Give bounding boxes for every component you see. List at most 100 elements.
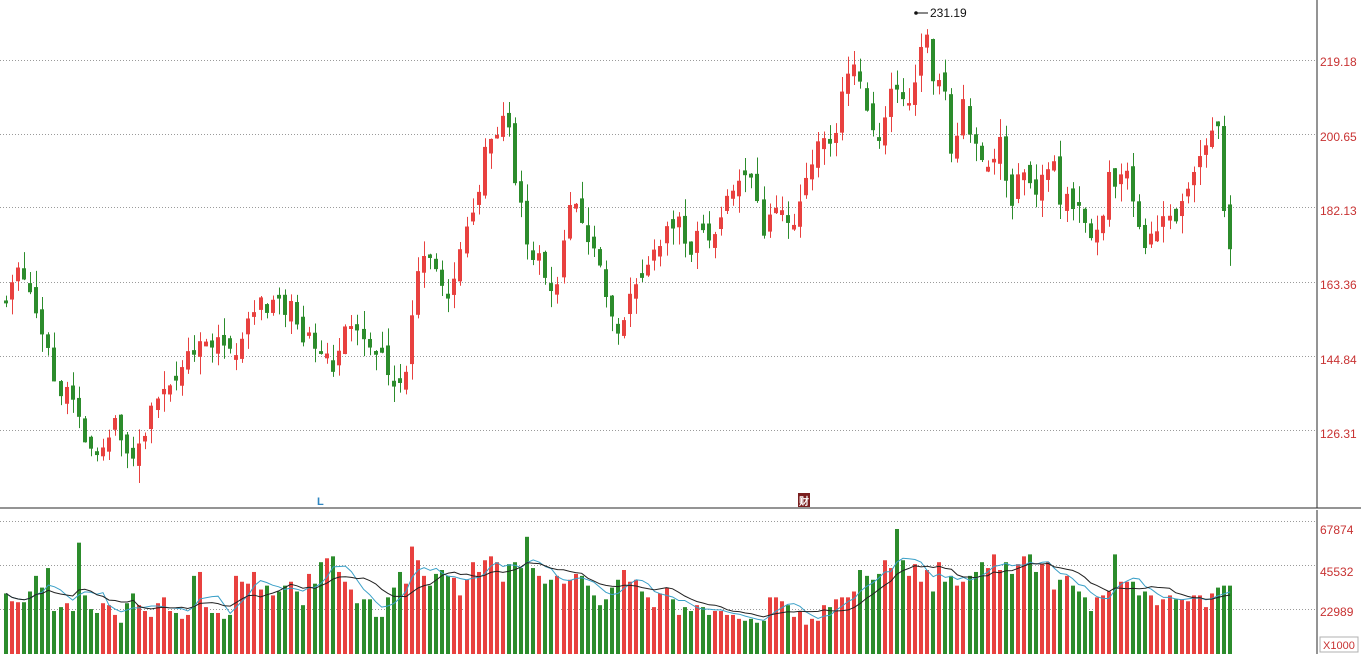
- candle-body: [240, 338, 244, 359]
- candle-body: [507, 112, 511, 128]
- volume-bar: [452, 577, 456, 654]
- volume-bar: [477, 571, 481, 654]
- price-tick-label: 144.84: [1320, 353, 1357, 367]
- candle-body: [1228, 204, 1232, 250]
- volume-bar: [374, 616, 378, 654]
- candle-body: [598, 249, 602, 266]
- candle-body: [1028, 164, 1032, 184]
- candle-body: [131, 447, 135, 459]
- candle-body: [804, 177, 808, 196]
- candle-body: [162, 388, 166, 395]
- candle-body: [889, 88, 893, 117]
- candle-body: [901, 92, 905, 100]
- candle-body: [525, 200, 529, 245]
- volume-bar: [446, 575, 450, 654]
- volume-bar: [1192, 595, 1196, 654]
- candle-body: [1137, 201, 1141, 227]
- volume-bar: [828, 607, 832, 654]
- candle-body: [986, 166, 990, 172]
- volume-bar: [901, 560, 905, 654]
- candle-body: [634, 284, 638, 299]
- marker-cai-badge[interactable]: [798, 493, 810, 507]
- volume-bar: [786, 605, 790, 654]
- candle-body: [1222, 126, 1226, 212]
- volume-bar: [398, 571, 402, 654]
- candle-body: [465, 226, 469, 254]
- volume-bar: [671, 599, 675, 654]
- candle-body: [471, 212, 475, 222]
- volume-bar: [77, 542, 81, 654]
- volume-bar: [295, 591, 299, 654]
- volume-bar: [949, 575, 953, 654]
- candle-body: [731, 190, 735, 199]
- candle-body: [1174, 208, 1178, 222]
- candle-body: [574, 203, 578, 209]
- volume-bar: [677, 614, 681, 654]
- volume-ma-line: [5, 557, 1231, 621]
- volume-bar: [877, 573, 881, 654]
- candle-body: [1216, 121, 1220, 127]
- candle-body: [1204, 145, 1208, 155]
- candle-body: [368, 338, 372, 348]
- candle-body: [210, 340, 214, 348]
- volume-bar: [313, 583, 317, 654]
- price-grid: [0, 60, 1317, 431]
- price-tick-label: 219.18: [1320, 55, 1357, 69]
- volume-unit-box: [1319, 636, 1359, 653]
- volume-bar: [919, 581, 923, 654]
- volume-bar: [325, 558, 329, 654]
- volume-bar: [252, 571, 256, 654]
- candle-body: [416, 271, 420, 315]
- volume-bar: [992, 554, 996, 654]
- candle-body: [871, 103, 875, 131]
- candle-body: [658, 246, 662, 257]
- volume-bar: [386, 597, 390, 654]
- candle-body: [1058, 156, 1062, 205]
- volume-bar: [531, 568, 535, 654]
- volume-bar: [974, 571, 978, 654]
- candle-body: [519, 181, 523, 203]
- volume-bar: [1149, 595, 1153, 654]
- candle-body: [701, 223, 705, 231]
- volume-bar: [646, 597, 650, 654]
- candle-body: [792, 224, 796, 230]
- candle-body: [846, 73, 850, 94]
- marker-l[interactable]: L: [317, 496, 324, 508]
- volume-bar: [307, 573, 311, 654]
- volume-bar: [519, 568, 523, 654]
- volume-bar: [362, 599, 366, 654]
- marker-cai[interactable]: 财: [798, 495, 809, 508]
- volume-bar: [652, 607, 656, 654]
- candle-body: [616, 323, 620, 334]
- candle-body: [586, 225, 590, 243]
- candle-body: [1210, 130, 1214, 147]
- candles: [4, 29, 1232, 484]
- candle-body: [28, 283, 32, 293]
- volume-bar: [1095, 597, 1099, 654]
- volume-bar: [1022, 556, 1026, 654]
- candle-body: [1125, 170, 1129, 179]
- candle-body: [762, 199, 766, 236]
- candle-body: [949, 94, 953, 154]
- candle-body: [774, 207, 778, 214]
- volume-bar: [780, 601, 784, 654]
- volume-bar: [143, 611, 147, 654]
- volume-bar: [731, 614, 735, 654]
- candle-body: [665, 226, 669, 244]
- volume-bar: [156, 603, 160, 654]
- volume-bar: [349, 589, 353, 654]
- candle-body: [101, 447, 105, 457]
- candle-body: [234, 355, 238, 360]
- candle-body: [531, 250, 535, 260]
- volume-bar: [65, 603, 69, 654]
- candle-body: [246, 318, 250, 335]
- candle-body: [919, 46, 923, 76]
- candle-body: [386, 345, 390, 376]
- volume-bar: [707, 614, 711, 654]
- volume-bar: [768, 597, 772, 654]
- volume-bar: [410, 546, 414, 654]
- candle-body: [186, 351, 190, 370]
- volume-bar: [1065, 575, 1069, 654]
- candle-body: [683, 215, 687, 244]
